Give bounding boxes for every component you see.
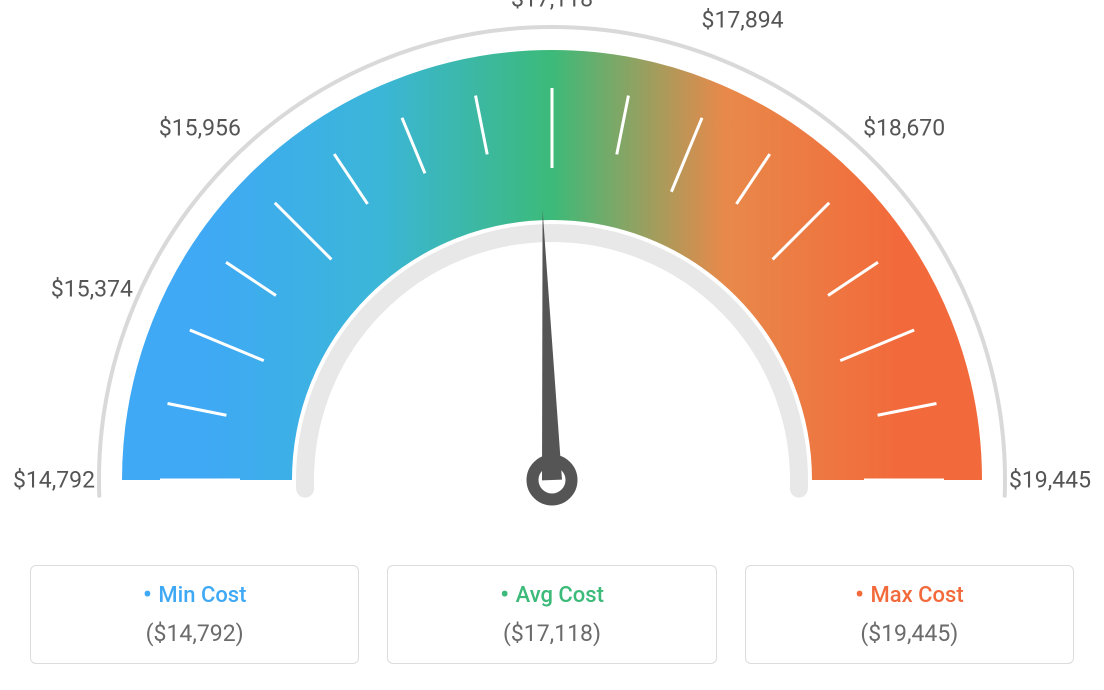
legend-min-value: ($14,792) [41, 620, 348, 647]
legend-row: Min Cost ($14,792) Avg Cost ($17,118) Ma… [0, 565, 1104, 664]
legend-avg-label: Avg Cost [398, 580, 705, 610]
gauge-scale-label: $14,792 [13, 467, 95, 494]
gauge-scale-label: $19,445 [1009, 467, 1091, 494]
gauge-scale-label: $17,118 [511, 0, 593, 13]
legend-max-value: ($19,445) [756, 620, 1063, 647]
legend-min-label: Min Cost [41, 580, 348, 610]
cost-gauge-chart: $14,792 $15,374 $15,956 $17,118 $17,894 $18,6… [0, 0, 1104, 540]
legend-card-max: Max Cost ($19,445) [745, 565, 1074, 664]
legend-card-avg: Avg Cost ($17,118) [387, 565, 716, 664]
gauge-scale-label: $18,670 [863, 114, 945, 141]
gauge-scale-label: $17,894 [702, 6, 784, 33]
gauge-scale-label: $15,956 [159, 114, 241, 141]
legend-max-label: Max Cost [756, 580, 1063, 610]
legend-avg-value: ($17,118) [398, 620, 705, 647]
gauge-svg [0, 0, 1104, 540]
gauge-scale-label: $15,374 [51, 276, 133, 303]
legend-card-min: Min Cost ($14,792) [30, 565, 359, 664]
